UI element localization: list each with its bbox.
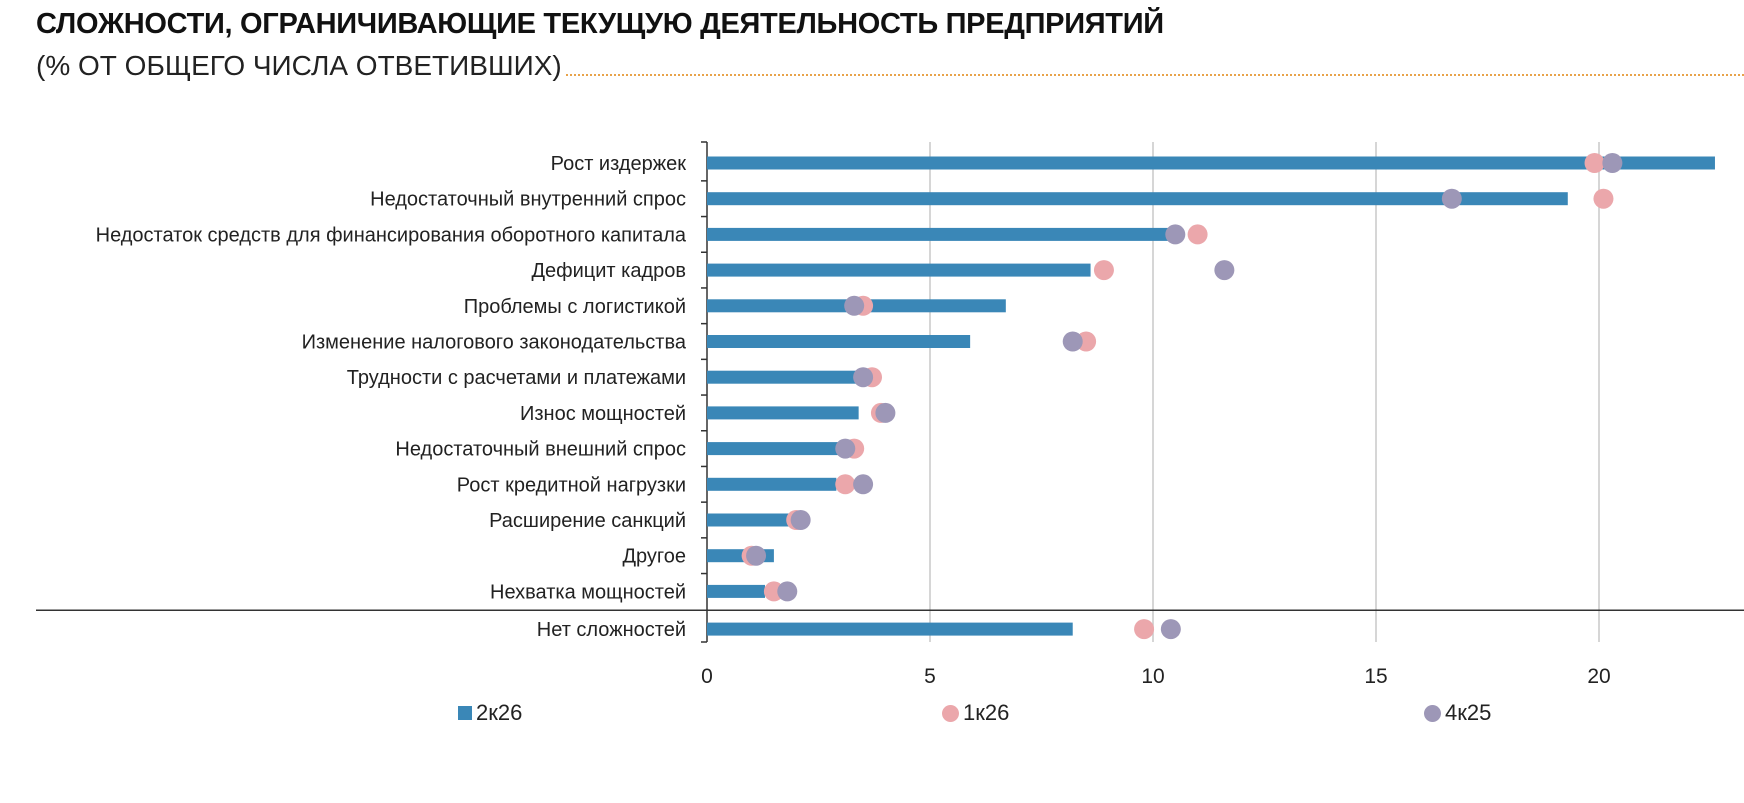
chart-title: СЛОЖНОСТИ, ОГРАНИЧИВАЮЩИЕ ТЕКУЩУЮ ДЕЯТЕЛ… <box>36 8 1164 40</box>
category-label: Дефицит кадров <box>532 260 687 282</box>
bar-2k26 <box>707 156 1715 170</box>
bar-2k26 <box>707 335 971 348</box>
x-tick-label: 5 <box>924 665 936 688</box>
bar-2k26 <box>707 622 1073 636</box>
dot-4k25 <box>1160 619 1181 640</box>
legend-swatch-1k26 <box>942 704 959 722</box>
dot-4k25 <box>1062 331 1083 352</box>
dot-4k25 <box>835 438 856 459</box>
bar-2k26 <box>707 192 1568 206</box>
dot-4k25 <box>746 545 767 566</box>
x-tick-label: 15 <box>1364 665 1387 688</box>
category-label: Расширение санкций <box>489 510 686 532</box>
dot-4k25 <box>1214 260 1235 281</box>
chart-svg: 0 5 10 15 20 Рост издержек Недостаточный внутр… <box>36 141 1744 688</box>
category-label: Недостаточный внешний спрос <box>395 439 686 461</box>
dot-4k25 <box>1165 224 1186 245</box>
subtitle-row: (% ОТ ОБЩЕГО ЧИСЛА ОТВЕТИВШИХ) <box>36 42 1744 82</box>
bar-2k26 <box>707 370 864 384</box>
category-label: Износ мощностей <box>520 403 686 425</box>
dot-1k26 <box>1093 260 1114 281</box>
bar-2k26 <box>707 477 837 491</box>
subtitle-dotted-rule <box>565 74 1744 76</box>
dot-4k25 <box>853 474 874 495</box>
category-label: Изменение налогового законодательства <box>302 332 687 354</box>
dot-1k26 <box>1593 188 1614 209</box>
dot-1k26 <box>1187 224 1208 245</box>
dot-4k25 <box>1602 153 1623 173</box>
dot-4k25 <box>844 295 865 316</box>
category-label: Нет сложностей <box>537 619 686 641</box>
legend-swatch-2k26 <box>458 706 472 720</box>
category-label: Рост издержек <box>551 153 687 175</box>
dot-4k25 <box>777 581 798 602</box>
dot-1k26 <box>1134 619 1155 640</box>
dot-1k26 <box>835 474 856 495</box>
bar-2k26 <box>707 513 792 527</box>
bar-2k26 <box>707 442 841 456</box>
chart-subtitle: (% ОТ ОБЩЕГО ЧИСЛА ОТВЕТИВШИХ) <box>36 50 562 81</box>
legend-item-2k26: 2к26 <box>458 700 522 726</box>
category-label: Другое <box>622 546 686 568</box>
dot-1k26 <box>1584 153 1605 173</box>
bar-2k26 <box>707 406 859 420</box>
x-tick-label: 0 <box>701 665 713 688</box>
legend: 2к26 1к26 4к25 <box>0 700 1744 734</box>
category-label: Нехватка мощностей <box>490 581 686 603</box>
category-label: Недостаточный внутренний спрос <box>370 189 686 211</box>
bar-2k26 <box>707 584 765 598</box>
legend-swatch-4k25 <box>1424 704 1441 722</box>
dot-4k25 <box>853 367 874 388</box>
category-label: Проблемы с логистикой <box>464 296 686 318</box>
dot-4k25 <box>1441 188 1462 209</box>
dot-4k25 <box>790 510 811 530</box>
legend-label-4k25: 4к25 <box>1445 700 1492 725</box>
x-tick-label: 20 <box>1587 665 1610 688</box>
legend-label-2k26: 2к26 <box>476 700 523 725</box>
category-label: Трудности с расчетами и платежами <box>347 367 686 389</box>
legend-item-1k26: 1к26 <box>942 700 1009 726</box>
bar-2k26 <box>707 227 1176 241</box>
bar-2k26 <box>707 263 1091 277</box>
dot-4k25 <box>875 402 896 423</box>
legend-label-1k26: 1к26 <box>963 700 1010 725</box>
legend-item-4k25: 4к25 <box>1424 700 1491 726</box>
x-tick-label: 10 <box>1141 665 1164 688</box>
category-label: Рост кредитной нагрузки <box>457 474 686 496</box>
category-label: Недостаток средств для финансирования об… <box>96 224 687 246</box>
